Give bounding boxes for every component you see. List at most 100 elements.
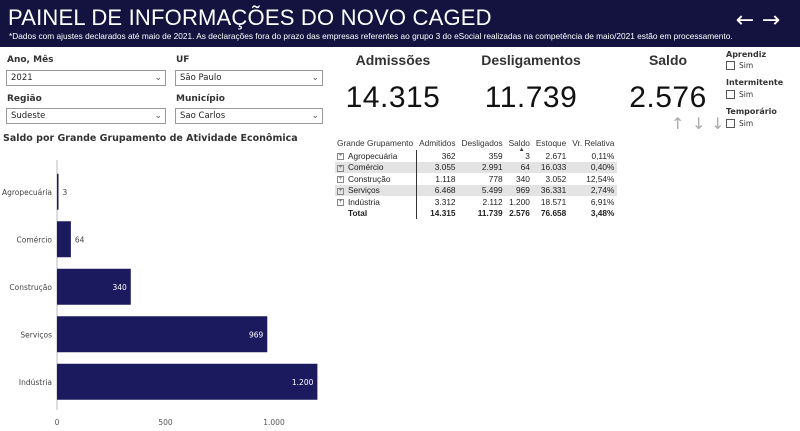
col-header-desligados[interactable]: Desligados [461, 137, 503, 148]
drill-up-icon[interactable]: ↑ [671, 114, 685, 133]
chart-title: Saldo por Grande Grupamento de Atividade… [3, 133, 298, 144]
expand-plus-icon[interactable]: + [337, 176, 344, 184]
table-cell: 0,40% [569, 161, 618, 173]
expand-plus-icon[interactable]: + [337, 187, 344, 195]
data-label: 64 [75, 235, 85, 244]
category-label: Comércio [17, 235, 53, 244]
bar[interactable] [57, 221, 71, 258]
regiao-select[interactable]: Sudeste ⌄ [6, 108, 166, 124]
uf-select[interactable]: São Paulo ⌄ [175, 70, 323, 86]
table-cell: 16.033 [532, 161, 570, 173]
data-label: 1.200 [292, 378, 314, 387]
category-label: Construção [9, 283, 52, 292]
x-tick-label: 1.000 [263, 418, 285, 427]
table-cell: 2.576 [509, 208, 530, 219]
page-title: PAINEL DE INFORMAÇÕES DO NOVO CAGED [8, 5, 492, 30]
chevron-down-icon: ⌄ [311, 73, 319, 83]
uf-value: São Paulo [180, 73, 222, 83]
category-label: Indústria [19, 378, 52, 387]
temporario-option: Sim [739, 119, 754, 128]
col-header-saldo-label: Saldo [508, 137, 530, 148]
table-cell: 340 [516, 173, 530, 184]
table-cell: 362 [441, 150, 456, 161]
row-label: Comércio [348, 162, 384, 173]
forward-arrow-icon[interactable]: → [761, 8, 781, 33]
expand-plus-icon[interactable]: + [337, 153, 344, 161]
table-cell: 2.991 [458, 161, 506, 173]
table-cell[interactable]: + Comércio [335, 161, 417, 173]
table-cell: 1.118 [435, 173, 456, 184]
table-cell[interactable]: + Construção [335, 173, 417, 185]
kpi-admissoes-value: 14.315 [345, 81, 441, 114]
bar[interactable] [57, 268, 131, 305]
row-label: Agropecuária [348, 150, 398, 161]
table-cell: 3.312 [434, 196, 456, 207]
bar[interactable] [57, 173, 59, 210]
table-cell: 6.468 [416, 184, 459, 196]
table-row: + Construção 1.118 778 340 3.052 12,54% [335, 173, 617, 185]
table-cell: 969 [505, 184, 533, 196]
table-cell: 11.739 [477, 208, 503, 219]
table-cell: 64 [505, 161, 533, 173]
data-label: 969 [249, 330, 264, 339]
data-label: 3 [63, 188, 68, 197]
back-arrow-icon[interactable]: ← [735, 8, 755, 33]
col-header-estoque[interactable]: Estoque [535, 137, 567, 148]
checkbox-icon [726, 119, 735, 128]
chevron-down-icon: ⌄ [154, 73, 162, 83]
table-header-row: Grande Grupamento Admitidos Desligados S… [335, 135, 617, 154]
bar[interactable] [57, 363, 318, 400]
x-tick-label: 500 [158, 418, 173, 427]
checkbox-icon [726, 90, 735, 99]
table-row: + Comércio 3.055 2.991 64 16.033 0,40% [335, 161, 618, 173]
aprendiz-checkbox[interactable]: Sim [726, 61, 753, 70]
checkbox-icon [726, 61, 735, 70]
municipio-select[interactable]: Sao Carlos ⌄ [175, 108, 323, 124]
table-total-row: Total 14.315 11.739 2.576 76.658 3,48% [335, 207, 617, 219]
expand-plus-icon[interactable]: + [337, 199, 344, 207]
row-label: Construção [348, 173, 391, 184]
col-header-grupamento[interactable]: Grande Grupamento [337, 137, 414, 148]
bar[interactable] [57, 316, 268, 353]
saldo-bar-chart: Agropecuária 3 Comércio 64 Construção 340 Serv… [2, 160, 318, 427]
drill-down-icon[interactable]: ↓ [692, 114, 706, 133]
expand-plus-icon[interactable]: + [337, 164, 344, 172]
table-cell: 12,54% [586, 173, 615, 184]
table-cell: 778 [488, 173, 503, 184]
category-label: Agropecuária [2, 188, 52, 197]
expand-all-icon[interactable]: ↓ [711, 114, 725, 133]
table-cell: 14.315 [430, 208, 456, 219]
table-cell[interactable]: + Indústria [335, 196, 417, 208]
intermitente-checkbox[interactable]: Sim [726, 90, 753, 99]
kpi-desligamentos-value: 11.739 [484, 81, 578, 114]
chevron-down-icon: ⌄ [154, 111, 162, 121]
table-cell: 3 [525, 150, 530, 161]
temporario-checkbox[interactable]: Sim [726, 119, 753, 128]
municipio-label: Município [176, 94, 225, 104]
data-label: 340 [112, 283, 127, 292]
table-row: + Serviços 6.468 5.499 969 36.331 2,74% [335, 184, 618, 196]
kpi-saldo-label: Saldo [648, 52, 688, 68]
table-cell: 3,48% [590, 208, 615, 219]
col-header-admitidos[interactable]: Admitidos [419, 137, 456, 148]
table-cell[interactable]: + Serviços [335, 184, 417, 196]
table-cell: 76.658 [540, 208, 567, 219]
ano-mes-select[interactable]: 2021 ⌄ [6, 70, 166, 86]
table-cell: 3.055 [416, 161, 459, 173]
row-label: Serviços [348, 185, 380, 196]
temporario-label: Temporário [726, 107, 777, 116]
col-header-saldo[interactable]: Saldo ▲ [506, 135, 533, 154]
sort-desc-icon: ▲ [518, 147, 525, 153]
ano-mes-value: 2021 [11, 73, 33, 83]
table-cell: 3.052 [545, 173, 567, 184]
col-header-vr-relativa[interactable]: Vr. Relativa [572, 137, 615, 148]
kpi-saldo-value: 2.576 [629, 81, 707, 114]
row-label: Indústria [348, 196, 380, 207]
table-cell[interactable]: + Agropecuária [335, 150, 417, 162]
ano-mes-label: Ano, Mês [7, 55, 54, 65]
header-banner: PAINEL DE INFORMAÇÕES DO NOVO CAGED *Dad… [0, 0, 800, 47]
x-tick-label: 0 [55, 418, 60, 427]
table-cell: Total [335, 207, 417, 219]
grupamento-table: Grande Grupamento Admitidos Desligados S… [335, 135, 618, 219]
table-cell: 359 [488, 150, 503, 161]
